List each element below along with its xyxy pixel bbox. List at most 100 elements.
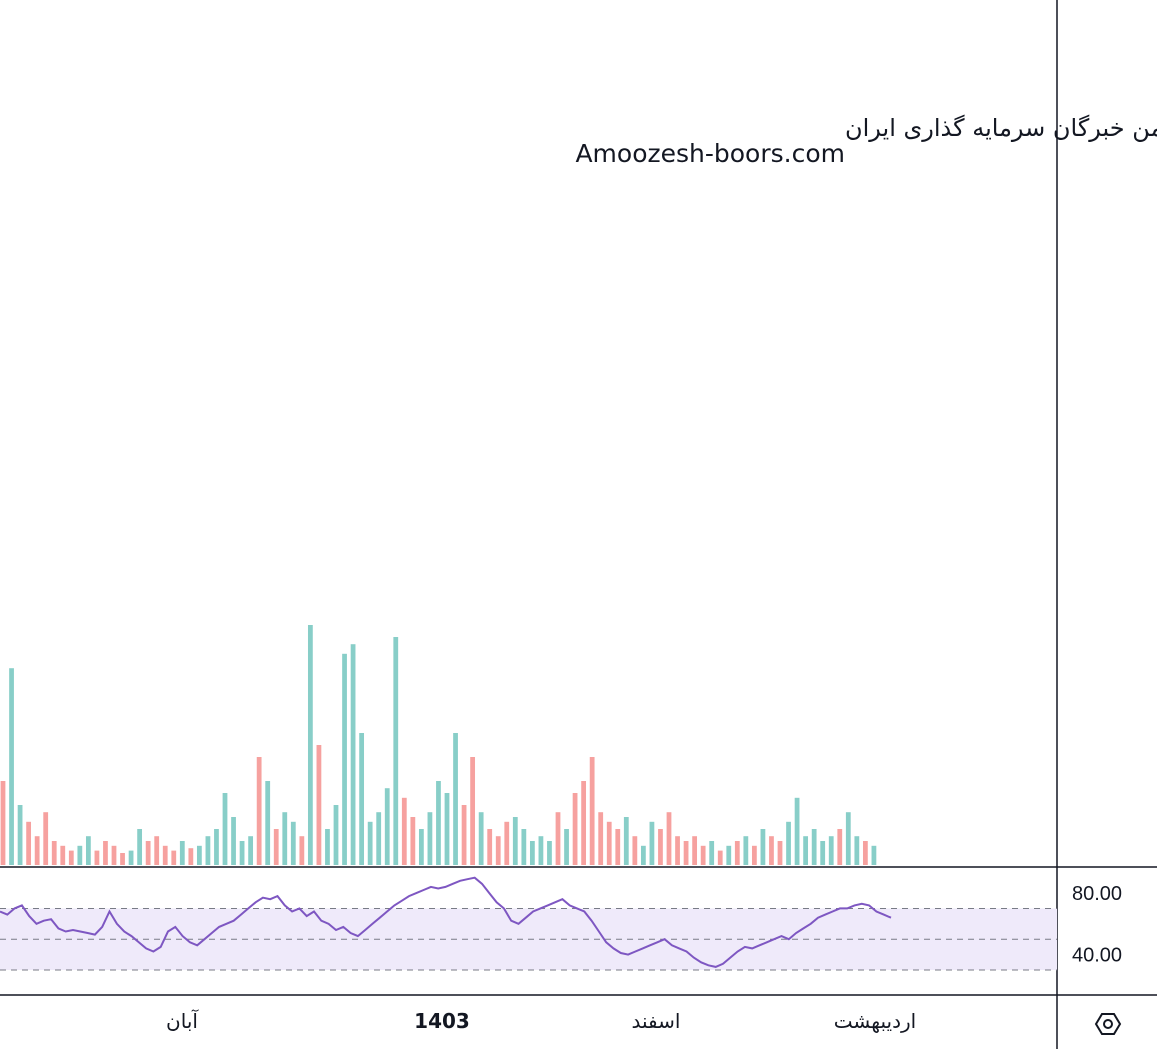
volume-bar: [34, 836, 40, 865]
volume-bar: [282, 812, 288, 865]
volume-bar: [751, 845, 757, 865]
settings-icon[interactable]: [1094, 1013, 1122, 1035]
volume-bar: [162, 845, 168, 865]
volume-bar: [137, 829, 143, 865]
volume-bar: [811, 829, 817, 865]
volume-bar: [26, 821, 32, 865]
volume-bar: [307, 625, 313, 865]
volume-bar: [171, 850, 177, 865]
volume-bar: [512, 817, 518, 865]
volume-bar: [632, 836, 638, 865]
volume-bar: [709, 841, 715, 865]
volume-bar: [504, 821, 510, 865]
volume-bar: [726, 845, 732, 865]
volume-bar: [589, 757, 595, 865]
volume-bar: [333, 805, 339, 865]
watermark-website: Amoozesh-boors.com: [575, 139, 845, 168]
volume-bar: [376, 812, 382, 865]
volume-bar: [342, 653, 347, 865]
volume-bar: [196, 845, 202, 865]
rsi-tick-label: 40.00: [1072, 945, 1122, 967]
volume-bar: [615, 829, 621, 865]
volume-bar: [9, 668, 14, 865]
time-label-aban: آبان: [166, 1008, 199, 1033]
volume-bar: [760, 829, 766, 865]
volume-bar: [359, 733, 365, 865]
volume-bar: [572, 793, 578, 865]
volume-bar: [248, 836, 254, 865]
volume-bar: [418, 829, 424, 865]
volume-bar: [871, 845, 877, 865]
rsi-tick-label: 80.00: [1072, 883, 1122, 905]
volume-bar: [606, 821, 612, 865]
volume-bar: [700, 845, 706, 865]
volume-bar: [239, 841, 245, 865]
volume-bar: [51, 841, 57, 865]
volume-bar: [487, 829, 493, 865]
volume-bar: [94, 850, 100, 865]
volume-bar: [205, 836, 211, 865]
volume-bars: [0, 625, 877, 865]
volume-bar: [367, 821, 373, 865]
volume-bar: [154, 836, 160, 865]
volume-bar: [188, 848, 194, 865]
volume-bar: [43, 812, 49, 865]
volume-bar: [675, 836, 680, 865]
volume-bar: [717, 850, 723, 865]
time-label-esfand: اسفند: [632, 1009, 681, 1033]
volume-bar: [111, 845, 117, 865]
volume-bar: [828, 836, 834, 865]
rsi-pane: 80.00 40.00: [0, 876, 1122, 971]
volume-bar: [103, 841, 108, 865]
volume-bar: [0, 781, 6, 865]
volume-bar: [555, 812, 561, 865]
volume-bar: [683, 841, 689, 865]
volume-bar: [444, 793, 450, 865]
volume-bar: [393, 637, 399, 865]
volume-bar: [461, 805, 467, 865]
volume-bar: [410, 817, 416, 865]
volume-bar: [581, 781, 587, 865]
volume-bar: [495, 836, 501, 865]
volume-bar: [436, 781, 441, 865]
volume-bar: [564, 829, 569, 865]
volume-bar: [222, 793, 228, 865]
volume-bar: [598, 812, 604, 865]
volume-bar: [179, 841, 185, 865]
time-label-year: 1403: [414, 1009, 470, 1033]
time-axis[interactable]: آبان 1403 اسفند اردیبهشت: [166, 1008, 916, 1033]
volume-bar: [299, 836, 305, 865]
volume-bar: [256, 757, 262, 865]
volume-bar: [640, 845, 646, 865]
volume-bar: [68, 850, 74, 865]
volume-bar: [769, 836, 774, 865]
volume-bar: [231, 817, 236, 865]
volume-bar: [77, 845, 83, 865]
volume-bar: [273, 829, 279, 865]
volume-bar: [427, 812, 433, 865]
rsi-line: [0, 876, 892, 968]
watermark-title: انجمن خبرگان سرمایه گذاری ایران: [845, 114, 1157, 142]
volume-bar: [453, 733, 458, 865]
volume-bar: [794, 797, 800, 865]
volume-bar: [854, 836, 860, 865]
volume-bar: [658, 829, 663, 865]
volume-bar: [734, 841, 740, 865]
volume-bar: [17, 805, 23, 865]
volume-bar: [803, 836, 809, 865]
time-label-ordibehesht: اردیبهشت: [834, 1009, 916, 1033]
volume-bar: [325, 829, 330, 865]
volume-bar: [786, 821, 791, 865]
volume-bar: [547, 841, 552, 865]
volume-bar: [128, 850, 134, 865]
volume-bar: [529, 841, 535, 865]
volume-bar: [777, 841, 783, 865]
volume-bar: [145, 841, 151, 865]
volume-bar: [862, 841, 868, 865]
volume-bar: [120, 853, 125, 865]
volume-bar: [470, 757, 476, 865]
volume-bar: [845, 812, 851, 865]
volume-bar: [521, 829, 527, 865]
